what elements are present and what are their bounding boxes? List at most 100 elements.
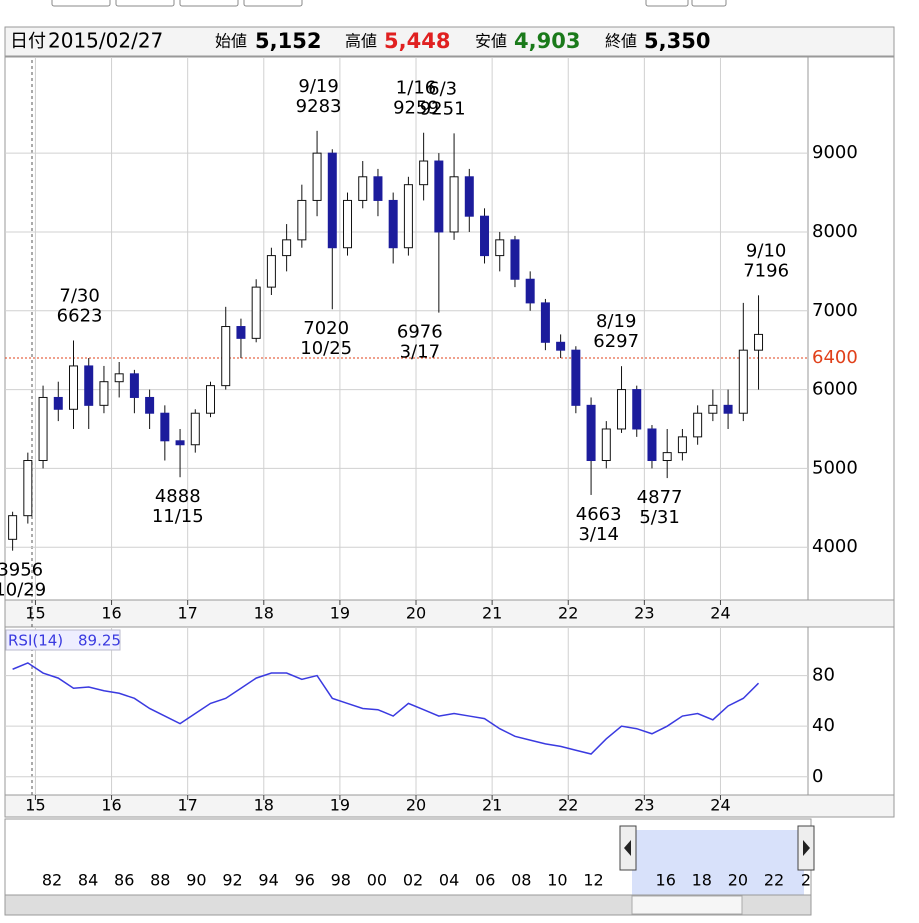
navigator-label: 02 <box>403 871 423 890</box>
candle-body <box>495 239 505 257</box>
button[interactable] <box>243 0 303 7</box>
button[interactable] <box>115 0 175 7</box>
candle-body <box>754 333 764 351</box>
candle-body <box>571 349 581 406</box>
navigator-label: 92 <box>222 871 242 890</box>
close: 5,350 <box>644 29 710 53</box>
candle-body <box>738 349 748 414</box>
x-tick-label: 18 <box>254 796 274 815</box>
candle-body <box>693 412 703 438</box>
annotation-value: 4663 <box>576 504 622 525</box>
annotation-value: 7020 <box>303 318 349 339</box>
navigator-label: 88 <box>150 871 170 890</box>
button[interactable] <box>645 0 689 7</box>
header-bar <box>4 26 895 57</box>
navigator-label: 16 <box>656 871 676 890</box>
annotation-value: 4888 <box>155 486 201 507</box>
candle-body <box>388 199 398 249</box>
annotation-date: 3/17 <box>400 342 440 363</box>
x-tick-label: 15 <box>25 796 45 815</box>
rsi-panel <box>4 626 895 796</box>
candle-body <box>297 199 307 241</box>
navigator-label: 94 <box>258 871 278 890</box>
close-label: 終値 <box>605 32 637 51</box>
x-tick-label: 22 <box>558 604 578 623</box>
scrollbar[interactable] <box>4 894 812 916</box>
candle-body <box>632 389 642 430</box>
navigator-label: 10 <box>547 871 567 890</box>
x-tick-label: 20 <box>406 796 426 815</box>
button[interactable] <box>51 0 111 7</box>
candle-body <box>282 239 292 257</box>
x-tick-label: 23 <box>634 796 654 815</box>
x-tick-label: 16 <box>101 604 121 623</box>
candle-body <box>464 176 474 217</box>
scroll-thumb[interactable] <box>631 895 743 915</box>
candle-body <box>343 199 353 249</box>
navigator-label: 84 <box>78 871 98 890</box>
annotation-date: 10/29 <box>0 580 46 601</box>
candle-body <box>69 365 79 410</box>
annotation-date: 6/3 <box>428 78 457 99</box>
x-tick-label: 19 <box>330 796 350 815</box>
candle-body <box>312 152 322 201</box>
candle-body <box>84 365 94 406</box>
candle-body <box>175 440 185 446</box>
x-axis-strip <box>4 599 895 628</box>
navigator-label: 20 <box>728 871 748 890</box>
navigator-window[interactable] <box>632 830 804 895</box>
y-tick-label: 40 <box>812 715 835 736</box>
annotation-date: 9/19 <box>298 76 338 97</box>
y-tick-label: 80 <box>812 665 835 686</box>
navigator-label: 96 <box>295 871 315 890</box>
x-tick-label: 24 <box>710 796 730 815</box>
x-tick-label: 15 <box>25 604 45 623</box>
y-tick-label: 5000 <box>812 457 858 478</box>
x-tick-label: 19 <box>330 604 350 623</box>
candle-body <box>480 215 490 257</box>
button[interactable] <box>179 0 239 7</box>
candle-body <box>677 436 687 454</box>
candle-body <box>601 428 611 462</box>
annotation-value: 9283 <box>296 96 342 117</box>
navigator-label: 06 <box>475 871 495 890</box>
annotation-value: 4877 <box>637 487 683 508</box>
candle-body <box>525 278 535 304</box>
navigator-label: 18 <box>692 871 712 890</box>
annotation-value: 9251 <box>420 98 466 119</box>
y-tick-label: 7000 <box>812 300 858 321</box>
annotation-date: 7/30 <box>59 285 99 306</box>
x-tick-label: 24 <box>710 604 730 623</box>
button[interactable] <box>691 0 727 7</box>
annotation-date: 8/19 <box>596 311 636 332</box>
navigator-label: 98 <box>331 871 351 890</box>
open-label: 始値 <box>215 32 247 51</box>
candle-body <box>723 404 733 414</box>
x-tick-label: 20 <box>406 604 426 623</box>
candle-body <box>586 404 596 462</box>
annotation-value: 6623 <box>57 305 103 326</box>
x-tick-label: 16 <box>101 796 121 815</box>
toolbar <box>51 0 727 7</box>
navigator-label: 04 <box>439 871 459 890</box>
annotation-date: 11/15 <box>152 506 204 527</box>
candle-body <box>8 515 18 540</box>
candle-body <box>23 460 33 517</box>
x-tick-label: 23 <box>634 604 654 623</box>
x-axis-strip <box>4 794 895 818</box>
candle-body <box>266 255 276 288</box>
annotation-date: 5/31 <box>639 507 679 528</box>
candle-body <box>206 385 216 414</box>
rsi-line <box>12 662 760 755</box>
candle-body <box>510 239 520 280</box>
candle-body <box>556 341 566 351</box>
candle-body <box>99 381 109 406</box>
navigator-label: 90 <box>186 871 206 890</box>
candle-body <box>373 176 383 201</box>
annotation-date: 9/10 <box>746 240 786 261</box>
candle-body <box>114 373 124 383</box>
annotation-date: 3/14 <box>578 524 618 545</box>
candle-body <box>251 286 261 339</box>
annotation-value: 6297 <box>593 331 639 352</box>
legend-value: 89.25 <box>78 632 121 650</box>
